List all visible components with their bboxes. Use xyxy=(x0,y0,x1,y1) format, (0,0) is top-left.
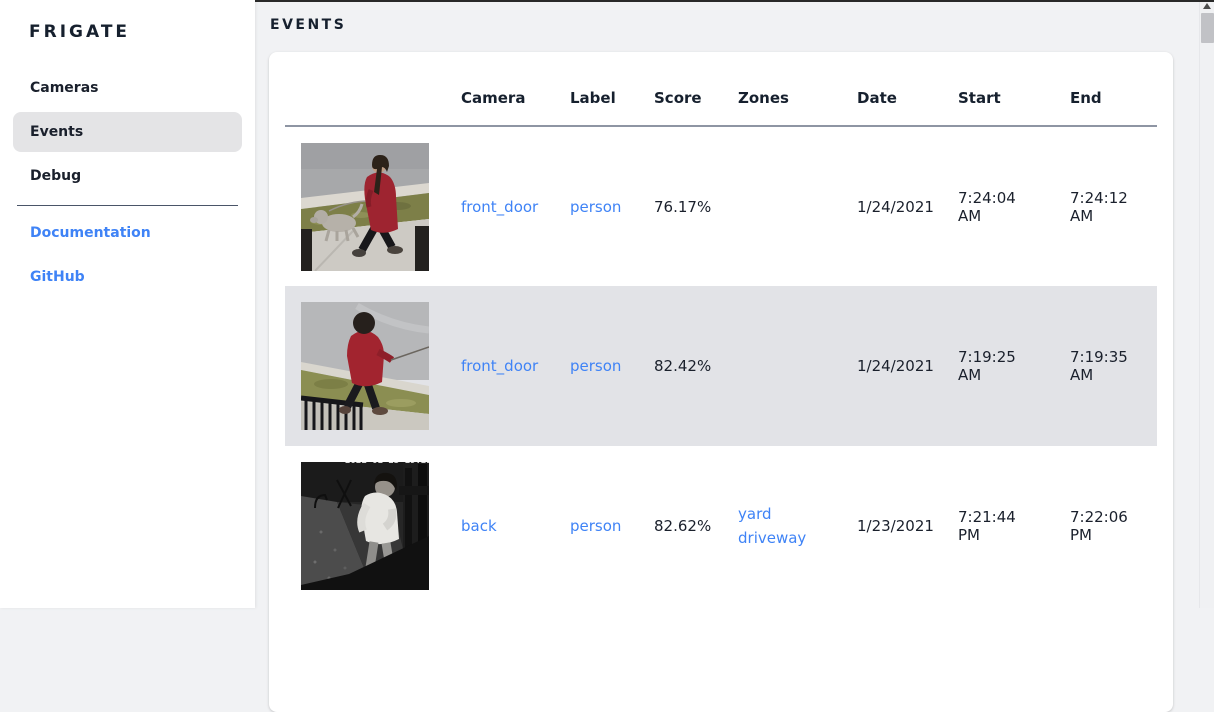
camera-link[interactable]: front_door xyxy=(461,197,539,216)
event-row[interactable]: 2021-01-23 19:21:52 back person 82.62% y… xyxy=(285,446,1157,606)
score-cell: 82.42% xyxy=(638,286,722,446)
scrollbar-thumb[interactable] xyxy=(1201,13,1214,43)
column-header-thumbnail xyxy=(285,52,445,127)
zone-link-yard[interactable]: yard xyxy=(738,505,772,523)
zones-cell: yard driveway xyxy=(722,446,841,606)
camera-link[interactable]: back xyxy=(461,517,497,535)
events-table: Camera Label Score Zones Date Start End xyxy=(285,52,1157,606)
vertical-scrollbar[interactable] xyxy=(1199,0,1214,608)
thumbnail-cell: 2021-01-23 19:21:52 xyxy=(285,446,445,606)
sidebar-item-cameras[interactable]: Cameras xyxy=(13,68,242,108)
main-content: EVENTS Camera Label Score Zones Date Sta… xyxy=(255,0,1214,712)
app-logo: FRIGATE xyxy=(29,22,131,42)
camera-cell: front_door xyxy=(445,126,554,286)
camera-timestamp-overlay: 2021-01-23 19:21:52 xyxy=(345,462,429,466)
label-link[interactable]: person xyxy=(570,357,622,375)
end-cell: 7:19:35 AM xyxy=(1054,286,1157,446)
label-cell: person xyxy=(554,126,638,286)
camera-cell: front_door xyxy=(445,286,554,446)
zones-cell xyxy=(722,126,841,286)
thumbnail-image-person-dog xyxy=(301,142,429,271)
top-border-line xyxy=(255,0,1214,2)
camera-link[interactable]: front_door xyxy=(461,357,539,375)
column-header-end: End xyxy=(1054,52,1157,127)
camera-cell: back xyxy=(445,446,554,606)
date-cell: 1/24/2021 xyxy=(857,197,934,216)
label-link[interactable]: person xyxy=(570,517,622,535)
thumbnail-cell xyxy=(285,286,445,446)
event-row[interactable]: front_door person 76.17% 1/24/2021 7:24:… xyxy=(285,126,1157,286)
event-thumbnail[interactable] xyxy=(301,142,429,271)
end-cell: 7:24:12 AM xyxy=(1070,188,1128,225)
events-card: Camera Label Score Zones Date Start End xyxy=(269,52,1173,712)
event-thumbnail[interactable]: 2021-01-23 19:21:52 xyxy=(301,462,429,590)
sidebar-link-github[interactable]: GitHub xyxy=(13,257,242,297)
sidebar-divider xyxy=(17,205,238,206)
event-row-selected[interactable]: front_door person 82.42% 1/24/2021 7:19:… xyxy=(285,286,1157,446)
score-cell: 76.17% xyxy=(654,197,712,216)
start-cell: 7:19:25 AM xyxy=(942,286,1054,446)
column-header-label: Label xyxy=(554,52,638,127)
label-cell: person xyxy=(554,446,638,606)
thumbnail-image-person-hoodie xyxy=(301,302,429,430)
sidebar-item-debug[interactable]: Debug xyxy=(13,156,242,196)
start-cell: 7:21:44 PM xyxy=(958,508,1016,544)
scroll-up-arrow-icon[interactable] xyxy=(1203,3,1211,9)
start-cell: 7:24:04 AM xyxy=(958,188,1016,225)
zones-cell xyxy=(722,286,841,446)
sidebar-item-events[interactable]: Events xyxy=(13,112,242,152)
sidebar-link-documentation[interactable]: Documentation xyxy=(13,213,242,253)
event-thumbnail[interactable] xyxy=(301,302,429,430)
column-header-score: Score xyxy=(638,52,722,127)
end-cell: 7:22:06 PM xyxy=(1070,508,1128,544)
sidebar: FRIGATE Cameras Events Debug Documentati… xyxy=(0,0,255,608)
column-header-date: Date xyxy=(841,52,942,127)
sidebar-link-label: GitHub xyxy=(30,269,85,285)
score-cell: 82.62% xyxy=(654,517,712,535)
label-link[interactable]: person xyxy=(570,197,622,216)
zone-link-driveway[interactable]: driveway xyxy=(738,529,807,547)
thumbnail-image-night-person xyxy=(301,462,429,590)
sidebar-item-label: Events xyxy=(30,124,84,140)
label-cell: person xyxy=(554,286,638,446)
column-header-start: Start xyxy=(942,52,1054,127)
column-header-zones: Zones xyxy=(722,52,841,127)
page-title: EVENTS xyxy=(270,17,347,33)
table-header-row: Camera Label Score Zones Date Start End xyxy=(285,52,1157,127)
thumbnail-cell xyxy=(285,126,445,286)
sidebar-link-label: Documentation xyxy=(30,225,151,241)
date-cell: 1/23/2021 xyxy=(857,517,934,535)
sidebar-item-label: Cameras xyxy=(30,80,99,96)
column-header-camera: Camera xyxy=(445,52,554,127)
sidebar-item-label: Debug xyxy=(30,168,82,184)
date-cell: 1/24/2021 xyxy=(841,286,942,446)
